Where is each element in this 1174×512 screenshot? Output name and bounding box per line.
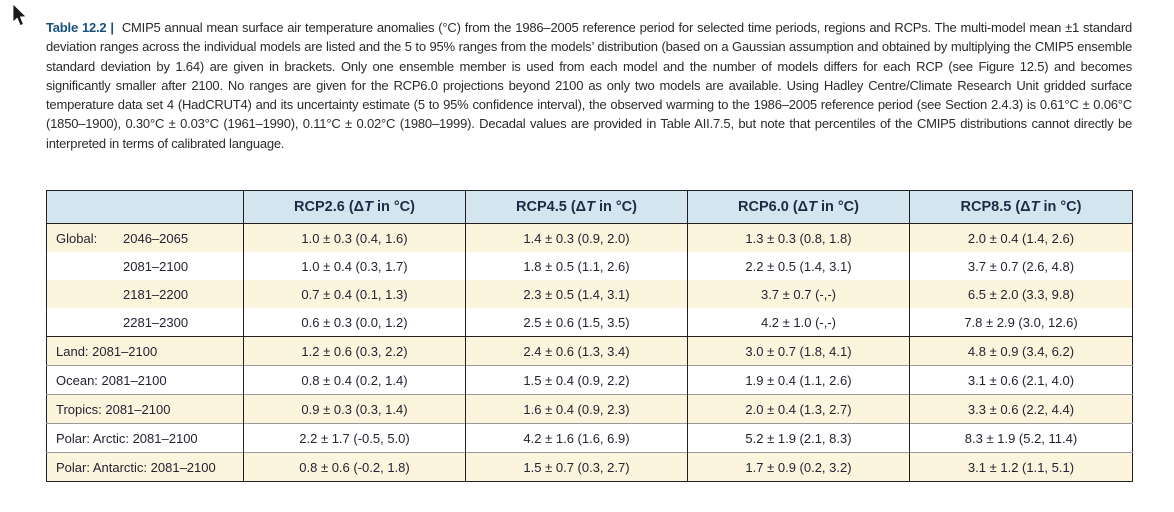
- rcp60-label: RCP6.0: [738, 199, 789, 215]
- period-label: 2081–2100: [123, 258, 189, 274]
- value-cell: 1.6 ± 0.4 (0.9, 2.3): [465, 394, 688, 424]
- row-label-cell: Tropics: 2081–2100: [46, 394, 244, 424]
- table-row-polar-antarctic: Polar: Antarctic: 2081–2100 0.8 ± 0.6 (-…: [46, 452, 1133, 482]
- value-cell: 3.1 ± 0.6 (2.1, 4.0): [909, 365, 1133, 395]
- value-cell: 1.0 ± 0.3 (0.4, 1.6): [243, 223, 466, 252]
- period-label: 2281–2300: [123, 314, 189, 330]
- rcp26-unit-suffix: in °C): [372, 199, 415, 215]
- value-cell: 0.9 ± 0.3 (0.3, 1.4): [243, 394, 466, 424]
- table-row-polar-arctic: Polar: Arctic: 2081–2100 2.2 ± 1.7 (-0.5…: [46, 423, 1133, 453]
- period-label: 2181–2200: [123, 286, 189, 302]
- rcp60-delta-prefix: (Δ: [788, 199, 809, 215]
- row-label-cell: Global: 2046–2065: [46, 223, 244, 252]
- region-label: Tropics: 2081–2100: [56, 401, 171, 417]
- period-label: 2046–2065: [123, 230, 189, 246]
- region-label: Ocean: 2081–2100: [56, 372, 167, 388]
- table-row-global-2281-2300: 2281–2300 0.6 ± 0.3 (0.0, 1.2) 2.5 ± 0.6…: [47, 308, 1133, 337]
- value-cell: 2.0 ± 0.4 (1.4, 2.6): [909, 223, 1133, 252]
- row-label-cell: 2081–2100: [47, 252, 244, 280]
- table-row-global-2046-2065: Global: 2046–2065 1.0 ± 0.3 (0.4, 1.6) 1.…: [46, 223, 1133, 252]
- value-cell: 1.3 ± 0.3 (0.8, 1.8): [687, 223, 910, 252]
- table-row-global-2181-2200: 2181–2200 0.7 ± 0.4 (0.1, 1.3) 2.3 ± 0.5…: [46, 280, 1133, 308]
- rcp45-delta-t: T: [586, 199, 595, 215]
- region-label: Polar: Antarctic: 2081–2100: [56, 459, 216, 475]
- row-label-cell: Ocean: 2081–2100: [46, 365, 244, 395]
- value-cell: 1.7 ± 0.9 (0.2, 3.2): [687, 452, 910, 482]
- value-cell: 1.2 ± 0.6 (0.3, 2.2): [243, 336, 466, 366]
- value-cell: 1.5 ± 0.7 (0.3, 2.7): [465, 452, 688, 482]
- value-cell: 6.5 ± 2.0 (3.3, 9.8): [909, 280, 1133, 308]
- header-rcp60: RCP6.0 (ΔT in °C): [687, 190, 910, 224]
- rcp85-delta-prefix: (Δ: [1011, 199, 1031, 215]
- value-cell: 1.9 ± 0.4 (1.1, 2.6): [687, 365, 910, 395]
- row-label-cell: Polar: Arctic: 2081–2100: [46, 423, 244, 453]
- header-rcp45: RCP4.5 (ΔT in °C): [465, 190, 688, 224]
- table-row-global-2081-2100: 2081–2100 1.0 ± 0.4 (0.3, 1.7) 1.8 ± 0.5…: [47, 252, 1133, 280]
- value-cell: 1.0 ± 0.4 (0.3, 1.7): [243, 252, 466, 280]
- value-cell: 3.1 ± 1.2 (1.1, 5.1): [909, 452, 1133, 482]
- header-region-cell: [46, 190, 244, 224]
- value-cell: 4.2 ± 1.6 (1.6, 6.9): [465, 423, 688, 453]
- value-cell: 2.3 ± 0.5 (1.4, 3.1): [465, 280, 688, 308]
- value-cell: 2.2 ± 0.5 (1.4, 3.1): [687, 252, 910, 280]
- value-cell: 1.8 ± 0.5 (1.1, 2.6): [465, 252, 688, 280]
- value-cell: 2.2 ± 1.7 (-0.5, 5.0): [243, 423, 466, 453]
- rcp60-unit-suffix: in °C): [816, 199, 859, 215]
- rcp26-delta-t: T: [364, 199, 373, 215]
- row-label-cell: Land: 2081–2100: [46, 336, 244, 366]
- value-cell: 2.4 ± 0.6 (1.3, 3.4): [465, 336, 688, 366]
- cmip5-anomalies-table: RCP2.6 (ΔT in °C) RCP4.5 (ΔT in °C) RCP6…: [46, 190, 1133, 482]
- region-label: Global:: [56, 230, 98, 246]
- row-label-cell: Polar: Antarctic: 2081–2100: [46, 452, 244, 482]
- row-label-cell: 2181–2200: [46, 280, 244, 308]
- value-cell: 0.7 ± 0.4 (0.1, 1.3): [243, 280, 466, 308]
- value-cell: 3.7 ± 0.7 (-,-): [687, 280, 910, 308]
- table-row-ocean: Ocean: 2081–2100 0.8 ± 0.4 (0.2, 1.4) 1.…: [46, 365, 1133, 395]
- row-label-cell: 2281–2300: [47, 308, 244, 337]
- header-rcp26: RCP2.6 (ΔT in °C): [243, 190, 466, 224]
- value-cell: 8.3 ± 1.9 (5.2, 11.4): [909, 423, 1133, 453]
- rcp85-unit-suffix: in °C): [1039, 199, 1082, 215]
- value-cell: 0.6 ± 0.3 (0.0, 1.2): [243, 308, 466, 337]
- rcp85-delta-t: T: [1030, 199, 1040, 215]
- value-cell: 1.4 ± 0.3 (0.9, 2.0): [465, 223, 688, 252]
- value-cell: 4.2 ± 1.0 (-,-): [687, 308, 910, 337]
- table-caption-label: Table 12.2 |: [46, 20, 114, 35]
- region-label: Land: 2081–2100: [56, 343, 158, 359]
- rcp60-delta-t: T: [808, 199, 817, 215]
- value-cell: 4.8 ± 0.9 (3.4, 6.2): [909, 336, 1133, 366]
- rcp85-label: RCP8.5: [960, 199, 1012, 215]
- rcp45-label: RCP4.5: [516, 199, 567, 215]
- mouse-cursor-icon: [12, 3, 27, 27]
- rcp26-delta-prefix: (Δ: [344, 199, 365, 215]
- value-cell: 3.0 ± 0.7 (1.8, 4.1): [687, 336, 910, 366]
- rcp45-unit-suffix: in °C): [594, 199, 637, 215]
- value-cell: 1.5 ± 0.4 (0.9, 2.2): [465, 365, 688, 395]
- table-row-tropics: Tropics: 2081–2100 0.9 ± 0.3 (0.3, 1.4) …: [46, 394, 1133, 424]
- rcp26-label: RCP2.6: [294, 199, 345, 215]
- value-cell: 5.2 ± 1.9 (2.1, 8.3): [687, 423, 910, 453]
- table-caption-body: CMIP5 annual mean surface air temperatur…: [46, 20, 1132, 151]
- table-header-row: RCP2.6 (ΔT in °C) RCP4.5 (ΔT in °C) RCP6…: [46, 190, 1133, 224]
- value-cell: 0.8 ± 0.6 (-0.2, 1.8): [243, 452, 466, 482]
- rcp45-delta-prefix: (Δ: [566, 199, 587, 215]
- value-cell: 7.8 ± 2.9 (3.0, 12.6): [909, 308, 1133, 337]
- region-label: Polar: Arctic: 2081–2100: [56, 430, 198, 446]
- table-caption: Table 12.2 | CMIP5 annual mean surface ai…: [46, 18, 1132, 153]
- value-cell: 2.0 ± 0.4 (1.3, 2.7): [687, 394, 910, 424]
- value-cell: 0.8 ± 0.4 (0.2, 1.4): [243, 365, 466, 395]
- value-cell: 3.3 ± 0.6 (2.2, 4.4): [909, 394, 1133, 424]
- value-cell: 3.7 ± 0.7 (2.6, 4.8): [909, 252, 1133, 280]
- table-row-land: Land: 2081–2100 1.2 ± 0.6 (0.3, 2.2) 2.4…: [46, 336, 1133, 366]
- header-rcp85: RCP8.5 (ΔT in °C): [909, 190, 1133, 224]
- value-cell: 2.5 ± 0.6 (1.5, 3.5): [465, 308, 688, 337]
